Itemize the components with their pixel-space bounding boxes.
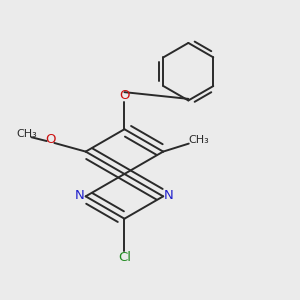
Text: CH₃: CH₃ — [16, 129, 37, 139]
Text: CH₃: CH₃ — [188, 135, 209, 146]
Text: O: O — [45, 133, 56, 146]
Text: Cl: Cl — [118, 251, 131, 264]
Text: O: O — [119, 89, 130, 103]
Text: N: N — [75, 189, 85, 202]
Text: N: N — [164, 189, 174, 202]
